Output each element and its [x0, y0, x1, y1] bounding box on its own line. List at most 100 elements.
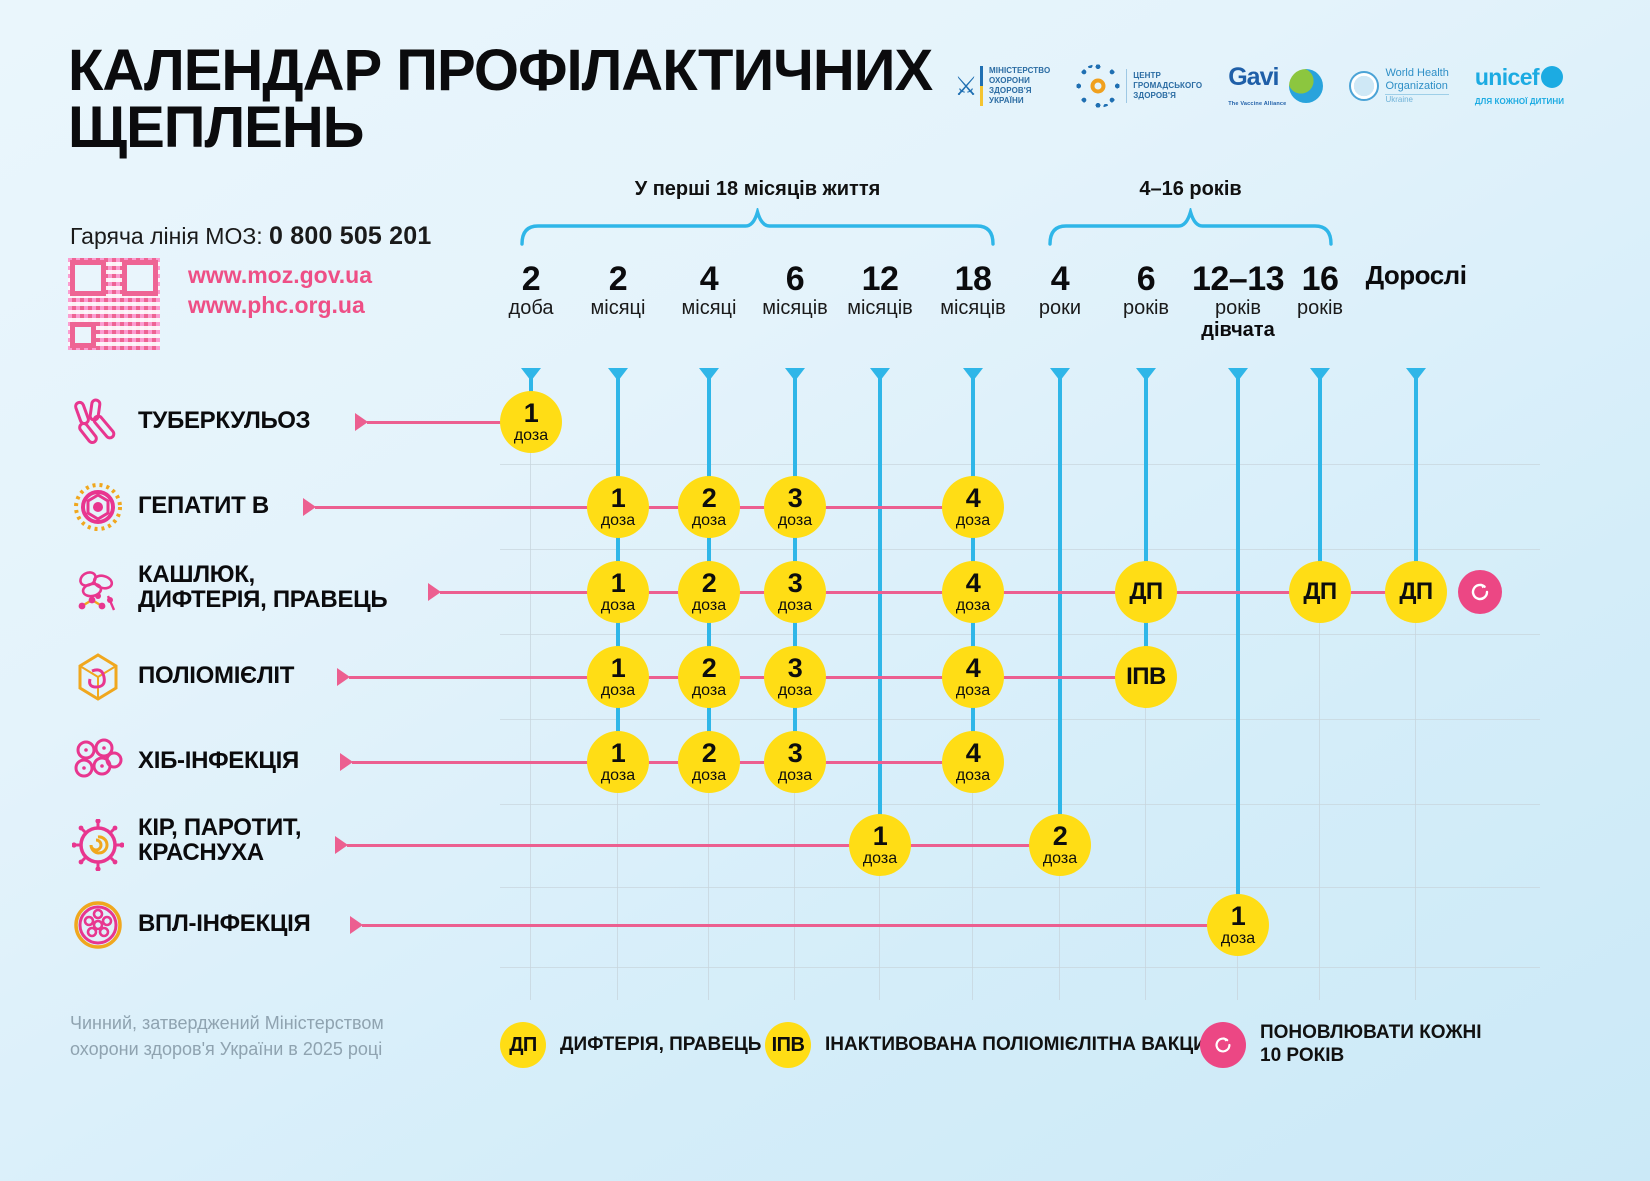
- legend-text: ДИФТЕРІЯ, ПРАВЕЦЬ: [560, 1033, 762, 1055]
- row-rail: [367, 421, 531, 424]
- gridline-horizontal: [500, 804, 1540, 805]
- polio-icon: [72, 651, 124, 703]
- approval-note-line-1: Чинний, затверджений Міністерством: [70, 1013, 384, 1033]
- dose-number: 1: [872, 821, 888, 851]
- row-rail: [362, 924, 1238, 927]
- column-header-7: 6 років: [1086, 262, 1206, 319]
- row-rail: [352, 761, 973, 764]
- dose-number: 3: [787, 653, 803, 683]
- dose-marker[interactable]: ДП: [1115, 561, 1177, 623]
- gridline-vertical: [1415, 380, 1416, 1000]
- gridline-vertical: [530, 380, 531, 1000]
- column-line: [1318, 378, 1322, 606]
- column-arrow-icon: [870, 368, 890, 381]
- dose-marker[interactable]: 4 доза: [942, 476, 1004, 538]
- website-links: www.moz.gov.ua www.phc.org.ua: [188, 260, 372, 321]
- dose-number: ДП: [1399, 578, 1433, 605]
- dose-marker[interactable]: 2 доза: [678, 476, 740, 538]
- dose-number: 4: [965, 568, 981, 598]
- gridline-horizontal: [500, 967, 1540, 968]
- gridline-horizontal: [500, 464, 1540, 465]
- legend-text: ІНАКТИВОВАНА ПОЛІОМІЄЛІТНА ВАКЦИНА: [825, 1033, 1235, 1055]
- dose-number: 4: [965, 653, 981, 683]
- gridline-vertical: [1319, 380, 1320, 1000]
- dose-unit: доза: [777, 767, 813, 784]
- dose-marker[interactable]: 3 доза: [764, 476, 826, 538]
- logo-strip: ⚔ МІНІСТЕРСТВО ОХОРОНИ ЗДОРОВ'Я УКРАЇНИ ЦЕН…: [954, 56, 1564, 116]
- dose-marker[interactable]: ДП: [1289, 561, 1351, 623]
- dose-unit: доза: [955, 767, 991, 784]
- dose-unit: доза: [691, 682, 727, 699]
- dose-marker[interactable]: 3 доза: [764, 561, 826, 623]
- column-header-extra: дівчата: [1201, 319, 1275, 342]
- bracket-label: У перші 18 місяців життя: [634, 178, 881, 200]
- column-header-unit: доба: [508, 296, 554, 319]
- dose-marker[interactable]: 1 доза: [1207, 894, 1269, 956]
- dose-number: 4: [965, 483, 981, 513]
- dose-unit: доза: [955, 597, 991, 614]
- row-arrow-icon: [350, 916, 363, 934]
- row-label-line-2: ДИФТЕРІЯ, ПРАВЕЦЬ: [138, 586, 388, 614]
- column-arrow-icon: [785, 368, 805, 381]
- refresh-icon: [1200, 1022, 1246, 1068]
- dose-unit: доза: [1220, 930, 1256, 947]
- dose-number: 2: [701, 738, 717, 768]
- dose-marker[interactable]: 4 доза: [942, 561, 1004, 623]
- hpv-virus-icon: [72, 899, 124, 951]
- dose-unit: доза: [777, 682, 813, 699]
- column-header-unit: роки: [1038, 296, 1082, 319]
- row-arrow-icon: [337, 668, 350, 686]
- dose-number: 4: [965, 738, 981, 768]
- dose-marker[interactable]: 3 доза: [764, 646, 826, 708]
- dose-marker[interactable]: 2 доза: [678, 561, 740, 623]
- row-label-line-2: КРАСНУХА: [138, 839, 264, 867]
- column-arrow-icon: [608, 368, 628, 381]
- unicef-logo: unicef ДЛЯ КОЖНОЇ ДИТИНИ: [1475, 64, 1564, 109]
- dose-marker[interactable]: 2 доза: [1029, 814, 1091, 876]
- dose-marker[interactable]: 2 доза: [678, 731, 740, 793]
- column-header-3: 6 місяців: [735, 262, 855, 319]
- link-phc[interactable]: www.phc.org.ua: [188, 292, 365, 319]
- column-header-unit: місяці: [681, 296, 737, 319]
- row-label-line-1: КАШЛЮК,: [138, 561, 255, 588]
- dose-marker[interactable]: 3 доза: [764, 731, 826, 793]
- phc-dots-icon: [1076, 64, 1121, 108]
- qr-code[interactable]: [68, 258, 160, 350]
- dose-marker[interactable]: 1 доза: [500, 391, 562, 453]
- measles-virus-icon: [71, 818, 125, 872]
- gridline-horizontal: [500, 549, 1540, 550]
- dose-number: ДП: [1129, 578, 1163, 605]
- bracket-label: 4–16 років: [1139, 178, 1242, 200]
- dose-marker[interactable]: 1 доза: [849, 814, 911, 876]
- dose-marker[interactable]: 4 доза: [942, 731, 1004, 793]
- legend-text: ПОНОВЛЮВАТИ КОЖНІ 10 РОКІВ: [1260, 1022, 1482, 1066]
- row-rail: [440, 591, 1420, 594]
- row-arrow-icon: [355, 413, 368, 431]
- dose-marker[interactable]: 1 доза: [587, 731, 649, 793]
- dose-marker[interactable]: 2 доза: [678, 646, 740, 708]
- dose-marker[interactable]: ІПВ: [1115, 646, 1177, 708]
- hotline: Гаряча лінія МОЗ: 0 800 505 201: [70, 222, 432, 251]
- dose-marker[interactable]: 1 доза: [587, 476, 649, 538]
- approval-note: Чинний, затверджений Міністерством охоро…: [70, 1010, 470, 1062]
- dose-unit: доза: [691, 597, 727, 614]
- dose-marker[interactable]: 1 доза: [587, 646, 649, 708]
- dose-marker[interactable]: 4 доза: [942, 646, 1004, 708]
- dose-unit: доза: [600, 767, 636, 784]
- column-arrow-icon: [1310, 368, 1330, 381]
- unicef-logo-text: unicef ДЛЯ КОЖНОЇ ДИТИНИ: [1474, 63, 1565, 106]
- column-header-number: 2: [521, 260, 541, 298]
- phc-logo-text: ЦЕНТР ГРОМАДСЬКОГО ЗДОРОВ'Я: [1133, 71, 1203, 100]
- link-moz[interactable]: www.moz.gov.ua: [188, 262, 373, 288]
- dose-marker[interactable]: ДП: [1385, 561, 1447, 623]
- dose-marker[interactable]: 1 доза: [587, 561, 649, 623]
- column-header-number: Дорослі: [1365, 260, 1467, 290]
- dose-number: 2: [701, 483, 717, 513]
- dose-unit: доза: [777, 597, 813, 614]
- legend-dp: ДП ДИФТЕРІЯ, ПРАВЕЦЬ: [500, 1022, 761, 1068]
- column-arrow-icon: [963, 368, 983, 381]
- dose-number: 1: [1230, 901, 1246, 931]
- column-header-unit: місяці: [590, 296, 646, 319]
- row-rail: [349, 676, 1146, 679]
- dose-unit: доза: [955, 682, 991, 699]
